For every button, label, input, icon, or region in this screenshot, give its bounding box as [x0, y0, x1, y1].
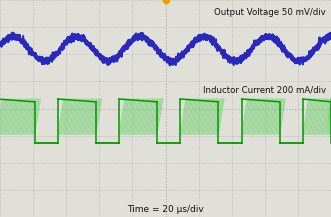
- Text: Output Voltage 50 mV/div: Output Voltage 50 mV/div: [214, 8, 326, 17]
- Text: Inductor Current 200 mA/div: Inductor Current 200 mA/div: [203, 85, 326, 94]
- Text: Time = 20 μs/div: Time = 20 μs/div: [127, 205, 204, 214]
